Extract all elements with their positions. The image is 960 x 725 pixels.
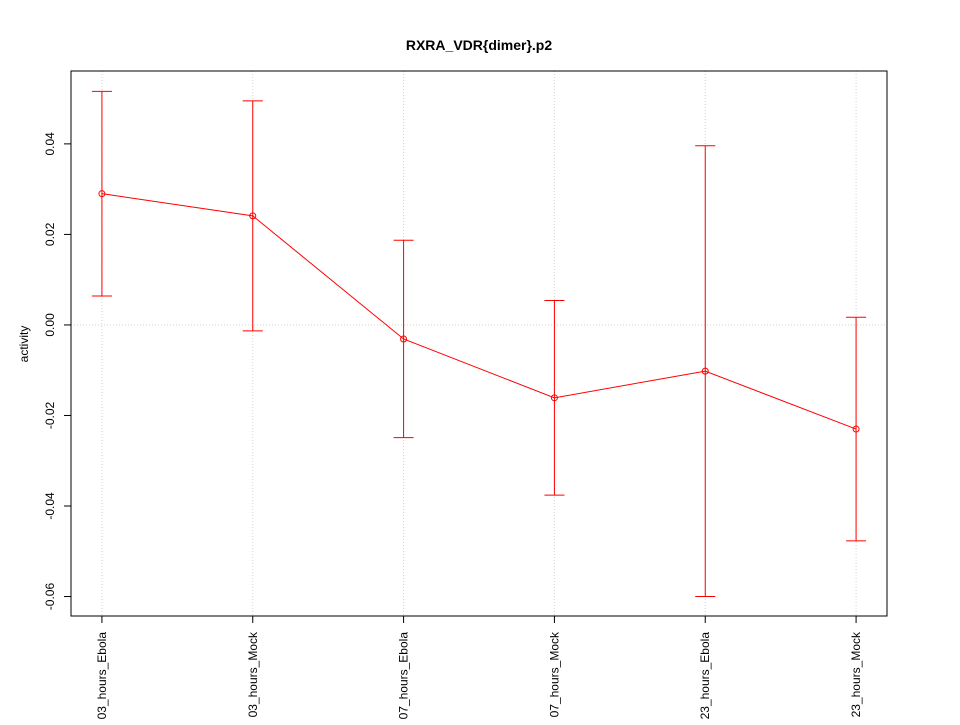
point [701,367,709,375]
error-bar [544,299,565,496]
x-tick-label: 03_hours_Mock [246,631,260,717]
point [550,394,558,402]
point [852,425,860,433]
point [98,190,106,198]
error-bar [91,90,112,297]
point [400,335,408,343]
x-tick-label: 23_hours_Ebola [698,632,712,720]
error-bar [695,145,716,598]
y-axis-label: activity [17,326,31,363]
plot-frame [70,70,888,617]
error-bar [393,239,414,439]
y-tick-label: -0.02 [43,401,57,429]
y-tick-label: -0.04 [43,492,57,520]
y-tick-label: -0.06 [43,583,57,611]
y-tick-label: 0.04 [43,132,57,156]
x-tick-label: 23_hours_Mock [849,631,863,717]
y-tick-label: 0.00 [43,313,57,337]
point [249,212,257,220]
data-line [101,193,857,430]
error-bar [846,316,867,542]
y-tick-label: 0.02 [43,222,57,246]
chart-title: RXRA_VDR{dimer}.p2 [406,37,552,53]
error-bar [242,100,263,332]
x-tick-label: 07_hours_Mock [547,631,561,717]
x-tick-label: 03_hours_Ebola [95,632,109,720]
x-tick-label: 07_hours_Ebola [397,632,411,720]
